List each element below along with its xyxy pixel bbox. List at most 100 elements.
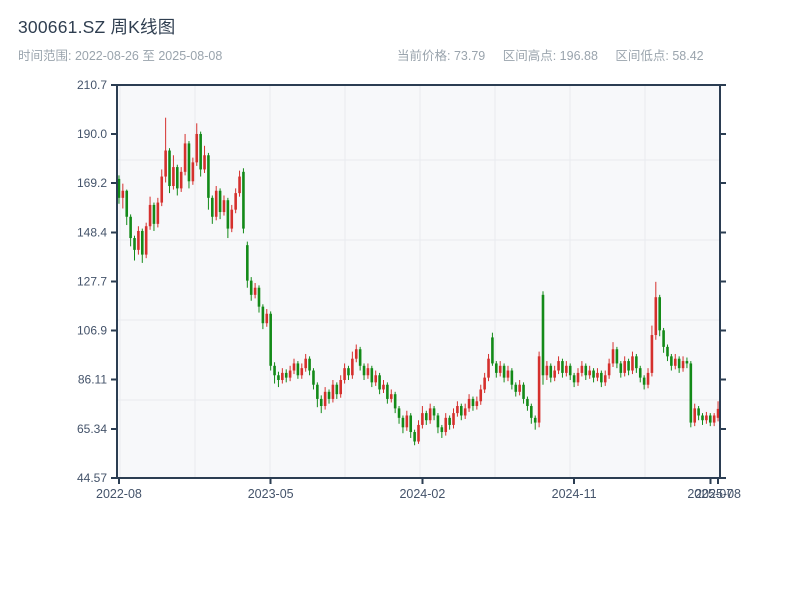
candle-body xyxy=(152,204,156,224)
y-tick-label: 106.9 xyxy=(77,324,107,338)
candle-body xyxy=(370,368,374,383)
candle-body xyxy=(510,370,514,385)
candle-body xyxy=(561,361,564,373)
page-title: 300661.SZ 周K线图 xyxy=(18,17,176,37)
candle-body xyxy=(316,384,319,399)
candle-body xyxy=(654,297,658,336)
candle-body xyxy=(487,358,490,378)
candle-body xyxy=(176,167,179,189)
candle-body xyxy=(265,313,269,324)
candle-body xyxy=(238,176,241,194)
candle-body xyxy=(222,200,226,213)
candle-body xyxy=(522,384,525,399)
candle-body xyxy=(137,230,140,250)
range-low-label: 区间低点: 58.42 xyxy=(615,49,704,63)
candle-body xyxy=(666,346,669,357)
candle-body xyxy=(491,337,494,364)
candle-body xyxy=(627,361,630,371)
candle-body xyxy=(253,287,257,295)
candle-body xyxy=(638,368,642,378)
candle-body xyxy=(432,408,436,416)
candle-body xyxy=(191,162,195,182)
candle-body xyxy=(409,415,413,433)
candle-body xyxy=(611,349,615,364)
candle-body xyxy=(693,408,697,423)
candle-body xyxy=(541,294,545,376)
candle-body xyxy=(658,297,661,331)
candle-body xyxy=(502,365,506,378)
candle-body xyxy=(133,238,136,250)
candle-body xyxy=(405,415,409,428)
candle-body xyxy=(242,171,245,229)
candle-body xyxy=(218,190,222,213)
candle-body xyxy=(452,413,455,425)
candle-body xyxy=(121,190,125,198)
candle-body xyxy=(339,379,342,395)
candle-body xyxy=(362,365,366,376)
candle-body xyxy=(479,389,483,402)
candle-body xyxy=(712,415,716,423)
x-tick-label: 2023-05 xyxy=(248,487,294,501)
candle-body xyxy=(677,358,681,369)
candle-body xyxy=(304,358,307,369)
candle-body xyxy=(444,417,448,433)
candle-body xyxy=(514,384,518,392)
candle-body xyxy=(343,368,346,380)
candle-body xyxy=(386,384,389,399)
candle-body xyxy=(148,204,152,227)
candle-body xyxy=(557,361,560,371)
candle-body xyxy=(681,361,685,369)
candle-body xyxy=(459,406,463,416)
candle-body xyxy=(530,406,533,418)
candle-body xyxy=(495,363,498,373)
candle-body xyxy=(172,167,175,187)
candle-body xyxy=(685,361,689,364)
candle-body xyxy=(708,415,712,423)
plot-background xyxy=(117,85,720,478)
candle-body xyxy=(281,372,284,380)
candle-body xyxy=(705,415,708,421)
candle-body xyxy=(389,394,393,399)
candle-body xyxy=(144,226,148,255)
candle-body xyxy=(697,408,700,416)
candle-body xyxy=(273,365,276,376)
candle-body xyxy=(498,365,502,373)
candle-body xyxy=(545,365,549,376)
candle-body xyxy=(211,197,214,217)
x-tick-label: 2024-02 xyxy=(399,487,445,501)
candle-body xyxy=(168,150,171,187)
y-tick-label: 148.4 xyxy=(77,225,107,239)
candle-body xyxy=(226,200,230,229)
candle-body xyxy=(207,155,210,198)
y-tick-label: 127.7 xyxy=(77,274,107,288)
candle-body xyxy=(701,415,704,421)
candle-body xyxy=(436,415,440,428)
y-tick-label: 65.34 xyxy=(77,422,107,436)
candle-body xyxy=(382,384,385,390)
candle-body xyxy=(440,427,444,433)
candle-body xyxy=(234,193,237,210)
candle-body xyxy=(689,363,693,423)
candle-body xyxy=(195,133,199,163)
candle-body xyxy=(296,363,300,376)
candle-body xyxy=(662,330,665,347)
candle-body xyxy=(506,370,510,378)
candle-body xyxy=(129,216,132,239)
y-tick-label: 86.11 xyxy=(78,373,107,387)
candle-body xyxy=(568,365,572,376)
y-tick-label: 169.2 xyxy=(77,176,107,190)
candle-body xyxy=(319,398,323,407)
x-tick-label: 2025-08 xyxy=(695,487,741,501)
candle-body xyxy=(230,209,234,229)
candle-body xyxy=(401,417,405,428)
candle-body xyxy=(463,408,467,416)
candle-body xyxy=(323,391,327,407)
candle-body xyxy=(199,133,202,170)
candle-body xyxy=(526,398,529,407)
candle-body xyxy=(421,413,424,425)
candle-body xyxy=(308,358,311,371)
candle-body xyxy=(572,375,576,383)
candle-body xyxy=(716,408,720,418)
candle-body xyxy=(214,190,218,217)
